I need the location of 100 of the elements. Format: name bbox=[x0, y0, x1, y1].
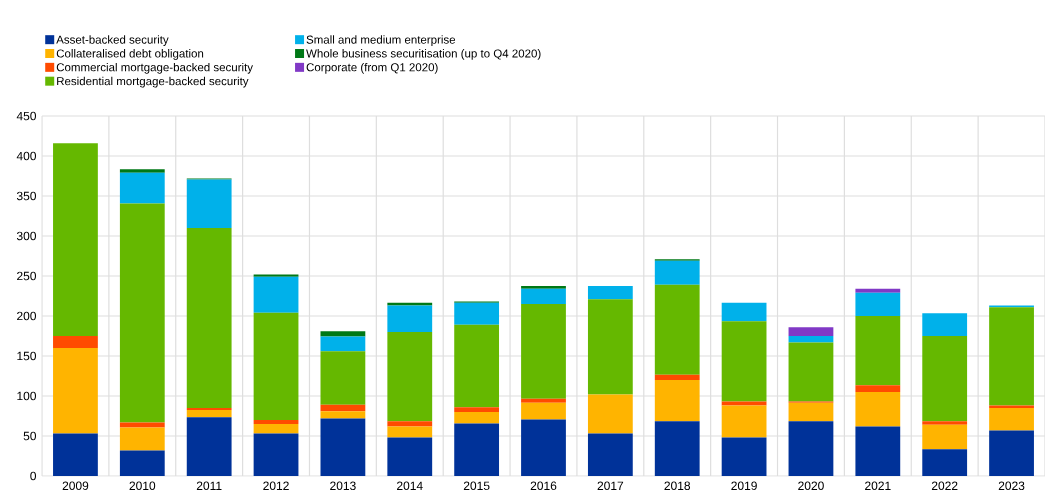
x-tick-label: 2013 bbox=[330, 481, 356, 491]
bar bbox=[186, 407, 232, 410]
bar bbox=[320, 404, 366, 412]
bar bbox=[587, 299, 633, 395]
bar bbox=[119, 427, 165, 451]
y-tick-label: 450 bbox=[16, 111, 37, 121]
bar bbox=[721, 405, 767, 438]
bar bbox=[721, 321, 767, 402]
bar bbox=[387, 331, 433, 422]
legend-label: Whole business securitisation (up to Q4 2020) bbox=[306, 49, 541, 60]
bar bbox=[320, 418, 366, 476]
bar bbox=[320, 331, 366, 337]
bar bbox=[855, 288, 901, 293]
bar bbox=[454, 411, 500, 424]
x-tick-label: 2012 bbox=[263, 481, 289, 491]
bar bbox=[587, 433, 633, 476]
legend-label: Residential mortgage-backed security bbox=[57, 76, 249, 88]
bar bbox=[521, 288, 566, 304]
bar bbox=[253, 312, 299, 420]
bar bbox=[721, 437, 767, 476]
bar bbox=[922, 449, 968, 476]
y-tick-label: 100 bbox=[17, 391, 37, 401]
bar bbox=[989, 407, 1034, 431]
bar bbox=[253, 274, 299, 277]
bar bbox=[119, 169, 165, 173]
y-tick-label: 150 bbox=[17, 351, 37, 361]
y-tick-label: 50 bbox=[23, 431, 37, 441]
bar bbox=[922, 421, 968, 425]
bar bbox=[119, 203, 165, 423]
bar bbox=[186, 417, 232, 476]
bar bbox=[721, 401, 767, 406]
bar bbox=[855, 385, 901, 392]
y-tick-label: 250 bbox=[17, 271, 37, 281]
bar bbox=[387, 421, 433, 427]
bar bbox=[855, 391, 901, 427]
bar bbox=[253, 276, 299, 313]
bar bbox=[654, 260, 700, 285]
bar bbox=[53, 335, 98, 348]
x-tick-label: 2018 bbox=[664, 481, 691, 491]
bar bbox=[922, 313, 968, 336]
bar bbox=[521, 402, 566, 420]
y-tick-label: 350 bbox=[16, 191, 37, 201]
bar bbox=[53, 143, 98, 336]
bar bbox=[989, 430, 1034, 476]
bar bbox=[387, 426, 433, 438]
bar bbox=[119, 172, 165, 204]
x-tick-label: 2015 bbox=[463, 481, 490, 491]
bar bbox=[53, 347, 98, 434]
bar bbox=[654, 421, 700, 476]
bar bbox=[654, 284, 700, 375]
x-tick-label: 2023 bbox=[998, 481, 1025, 491]
x-tick-label: 2021 bbox=[865, 481, 891, 491]
x-tick-label: 2019 bbox=[731, 481, 757, 491]
bar bbox=[454, 423, 500, 476]
bar bbox=[253, 433, 299, 476]
bar bbox=[253, 419, 299, 424]
y-tick-label: 0 bbox=[30, 471, 37, 481]
bar bbox=[186, 409, 232, 418]
y-tick-label: 200 bbox=[17, 311, 37, 321]
bar bbox=[788, 342, 834, 402]
bar bbox=[788, 421, 834, 476]
y-tick-label: 400 bbox=[16, 151, 37, 161]
bar bbox=[454, 302, 500, 325]
bar bbox=[53, 433, 98, 476]
bar bbox=[922, 335, 968, 422]
x-tick-label: 2009 bbox=[62, 481, 89, 491]
legend-label: Small and medium enterprise bbox=[306, 35, 456, 46]
bar bbox=[387, 437, 433, 476]
bar bbox=[521, 303, 566, 399]
bar bbox=[855, 292, 901, 316]
bar bbox=[119, 422, 165, 428]
bar bbox=[253, 423, 299, 434]
legend-label: Corporate (from Q1 2020) bbox=[306, 62, 438, 74]
bar bbox=[721, 302, 767, 322]
bar bbox=[521, 419, 566, 476]
legend-label: Asset-backed security bbox=[56, 35, 169, 46]
x-tick-label: 2022 bbox=[931, 481, 958, 491]
legend-label: Collateralised debt obligation bbox=[56, 49, 204, 60]
x-tick-label: 2017 bbox=[597, 481, 624, 491]
bar bbox=[855, 426, 901, 476]
bar bbox=[186, 179, 232, 228]
bar bbox=[320, 351, 366, 405]
bar bbox=[587, 394, 633, 434]
bar bbox=[119, 450, 165, 476]
bar bbox=[855, 315, 901, 386]
x-tick-label: 2016 bbox=[530, 481, 557, 491]
bar bbox=[788, 402, 834, 422]
x-tick-label: 2010 bbox=[129, 481, 156, 491]
bar bbox=[922, 424, 968, 450]
bar bbox=[454, 407, 500, 412]
bar bbox=[587, 285, 633, 300]
bar bbox=[186, 227, 232, 408]
bar bbox=[454, 324, 500, 408]
bar bbox=[387, 305, 433, 332]
bar bbox=[521, 285, 566, 289]
bar bbox=[788, 327, 834, 336]
x-tick-label: 2011 bbox=[196, 481, 222, 491]
y-tick-label: 300 bbox=[16, 231, 37, 241]
bar bbox=[788, 335, 834, 343]
bar bbox=[654, 374, 700, 380]
